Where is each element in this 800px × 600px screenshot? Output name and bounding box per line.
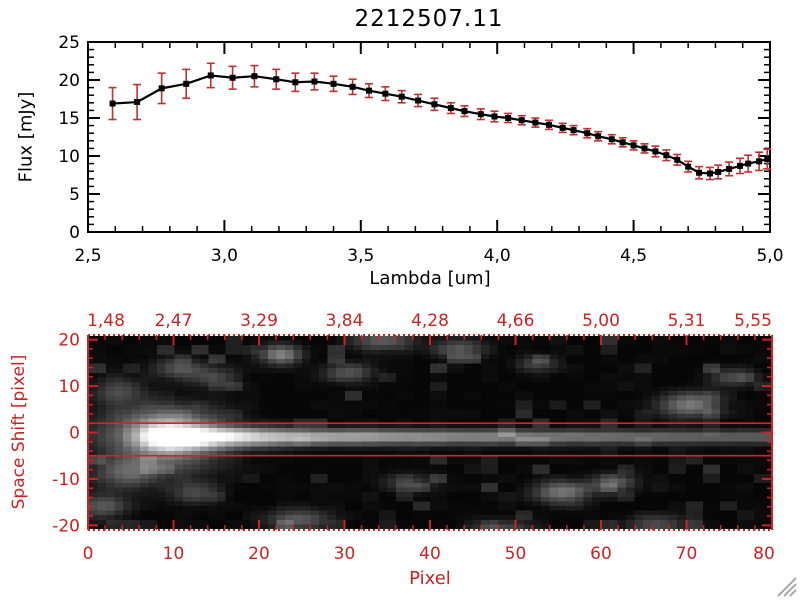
data-point-marker xyxy=(183,80,190,87)
top-axis-wavelength-label: 5,00 xyxy=(582,311,620,331)
data-point-marker xyxy=(505,115,512,121)
lambda-axis-label: Lambda [um] xyxy=(369,268,491,289)
data-point-marker xyxy=(330,80,337,87)
y-tick-label: 5 xyxy=(69,185,80,205)
spectrum-line xyxy=(112,74,768,175)
top-axis-wavelength-label: 3,84 xyxy=(326,311,364,331)
data-point-marker xyxy=(382,90,389,97)
top-axis-wavelength-label: 1,48 xyxy=(87,311,125,331)
y-tick-label: 10 xyxy=(58,377,80,397)
spectral-trace-image xyxy=(89,336,771,529)
data-point-marker xyxy=(546,121,553,128)
data-point-marker xyxy=(619,139,626,146)
grip-line xyxy=(789,589,797,597)
data-point-marker xyxy=(461,108,468,115)
data-point-marker xyxy=(570,127,577,134)
x-tick-label: 60 xyxy=(590,544,612,564)
y-tick-label: 25 xyxy=(58,33,80,53)
data-point-marker xyxy=(652,148,659,155)
x-tick-label: 4,5 xyxy=(620,246,647,266)
data-point-marker xyxy=(491,113,498,120)
space-shift-axis-label: Space Shift [pixel] xyxy=(9,354,29,510)
data-point-marker xyxy=(584,130,591,137)
y-tick-label: -20 xyxy=(52,516,80,536)
data-point-marker xyxy=(365,87,372,94)
data-point-marker xyxy=(641,145,648,152)
top-axis-wavelength-label: 2,47 xyxy=(155,311,193,331)
data-point-marker xyxy=(349,83,356,90)
data-point-marker xyxy=(745,160,752,167)
x-tick-label: 3,0 xyxy=(211,246,238,266)
x-tick-label: 10 xyxy=(163,544,185,564)
data-point-marker xyxy=(518,117,525,124)
data-point-marker xyxy=(608,136,615,143)
data-point-marker xyxy=(158,85,165,92)
x-tick-label: 0 xyxy=(83,544,94,564)
x-tick-label: 80 xyxy=(753,544,775,564)
data-point-marker xyxy=(207,72,214,79)
data-point-marker xyxy=(398,93,405,100)
spectrum-plot-frame xyxy=(87,41,771,233)
y-tick-label: 0 xyxy=(69,223,80,243)
data-point-marker xyxy=(736,162,743,169)
grip-line xyxy=(783,583,797,597)
x-tick-label: 50 xyxy=(505,544,527,564)
y-tick-label: 15 xyxy=(58,109,80,129)
data-point-marker xyxy=(311,78,318,85)
data-point-marker xyxy=(447,105,454,112)
data-point-marker xyxy=(726,165,733,172)
data-point-marker xyxy=(595,133,602,140)
x-tick-label: 4,0 xyxy=(484,246,511,266)
grip-line xyxy=(777,577,797,597)
data-point-marker xyxy=(477,111,484,118)
data-point-marker xyxy=(756,158,763,165)
top-axis-wavelength-label: 4,28 xyxy=(411,311,449,331)
data-point-marker xyxy=(715,168,722,175)
data-point-marker xyxy=(273,76,280,83)
top-axis-wavelength-label: 4,66 xyxy=(497,311,535,331)
data-point-marker xyxy=(630,142,637,149)
y-tick-label: 0 xyxy=(69,424,80,444)
data-point-marker xyxy=(764,156,771,163)
x-tick-label: 20 xyxy=(248,544,270,564)
x-tick-label: 5,0 xyxy=(756,246,783,266)
data-point-marker xyxy=(674,156,681,163)
data-point-marker xyxy=(685,163,692,170)
y-tick-label: 20 xyxy=(58,331,80,351)
flux-axis-label: Flux [mJy] xyxy=(15,91,37,183)
data-point-marker xyxy=(532,119,539,126)
top-axis-wavelength-label: 5,31 xyxy=(668,311,706,331)
x-tick-label: 30 xyxy=(334,544,356,564)
data-point-marker xyxy=(663,152,670,159)
y-tick-label: 10 xyxy=(58,147,80,167)
x-tick-label: 3,5 xyxy=(347,246,374,266)
data-point-marker xyxy=(696,169,703,176)
resize-grip[interactable] xyxy=(772,572,798,598)
x-tick-label: 40 xyxy=(419,544,441,564)
plot-title: 2212507.11 xyxy=(354,6,504,32)
y-tick-label: 20 xyxy=(58,71,80,91)
data-point-marker xyxy=(431,101,438,108)
data-point-marker xyxy=(292,79,299,86)
x-tick-label: 70 xyxy=(676,544,698,564)
pixel-axis-label: Pixel xyxy=(409,568,451,589)
data-point-marker xyxy=(229,74,236,81)
data-point-marker xyxy=(706,170,713,177)
data-point-marker xyxy=(134,99,141,106)
data-point-marker xyxy=(559,124,566,131)
y-tick-label: -10 xyxy=(52,470,80,490)
top-axis-wavelength-label: 5,55 xyxy=(734,311,772,331)
data-point-marker xyxy=(415,97,422,104)
data-point-marker xyxy=(251,73,258,80)
x-tick-label: 2,5 xyxy=(74,246,101,266)
data-point-marker xyxy=(109,100,116,107)
top-axis-wavelength-label: 3,29 xyxy=(240,311,278,331)
